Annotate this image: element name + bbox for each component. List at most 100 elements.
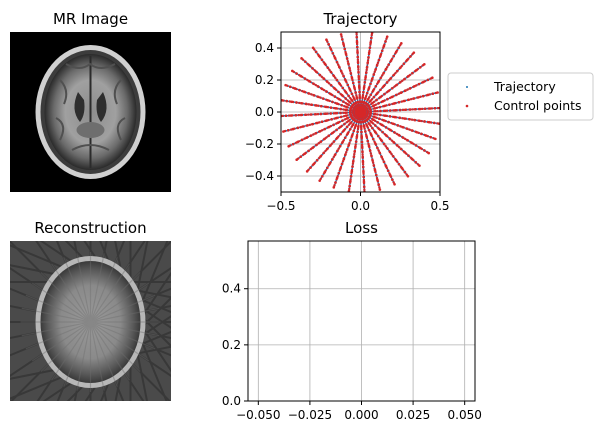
control-point: [387, 120, 390, 124]
control-point: [348, 184, 351, 188]
control-point: [350, 76, 354, 80]
control-point: [436, 91, 439, 94]
control-point: [360, 145, 364, 149]
control-point: [352, 155, 356, 158]
control-point: [373, 115, 376, 119]
control-point: [304, 113, 308, 117]
control-point: [332, 186, 336, 189]
control-point: [345, 148, 349, 151]
control-point: [372, 73, 376, 76]
control-point: [413, 107, 417, 111]
control-point: [299, 74, 303, 78]
control-point: [329, 70, 333, 74]
control-point: [361, 155, 365, 159]
control-point: [325, 90, 328, 93]
control-point: [368, 46, 372, 49]
control-point: [357, 75, 361, 79]
control-point: [382, 142, 386, 146]
control-point: [359, 125, 363, 129]
control-point: [405, 127, 409, 131]
control-point: [335, 78, 339, 82]
control-point: [309, 134, 313, 137]
control-point: [411, 71, 414, 75]
control-point: [343, 136, 347, 140]
control-point: [340, 70, 343, 73]
control-point: [348, 127, 352, 131]
control-point: [408, 117, 411, 121]
control-point: [408, 108, 412, 111]
control-point: [378, 105, 382, 109]
control-point: [291, 127, 295, 131]
control-point: [369, 133, 373, 136]
legend-marker-control-points: [465, 104, 469, 108]
control-point: [429, 135, 432, 139]
control-point: [354, 124, 357, 128]
control-point: [340, 162, 344, 166]
control-point: [312, 93, 316, 97]
control-point: [318, 129, 322, 133]
legend-label-trajectory: Trajectory: [493, 79, 556, 94]
control-point: [326, 80, 329, 84]
control-point: [329, 112, 333, 115]
control-point: [399, 91, 403, 95]
control-point: [407, 98, 410, 102]
control-point: [327, 134, 330, 138]
loss-xtick-label: −0.050: [236, 408, 280, 422]
control-point: [360, 100, 364, 104]
control-point: [354, 145, 357, 148]
control-point: [382, 72, 385, 75]
control-point: [375, 98, 378, 102]
control-point: [347, 119, 350, 123]
control-point: [368, 122, 371, 126]
control-point: [402, 62, 406, 66]
loss-xtick-label: 0.025: [396, 408, 430, 422]
control-point: [314, 50, 318, 54]
mr-image-title: MR Image: [53, 10, 128, 28]
control-point: [367, 51, 371, 54]
control-point: [300, 57, 303, 60]
control-point: [394, 50, 398, 54]
control-point: [431, 92, 435, 96]
control-point: [401, 136, 405, 139]
control-point: [336, 121, 340, 125]
control-point: [373, 112, 377, 116]
control-point: [318, 73, 322, 77]
control-point: [437, 122, 440, 125]
control-point: [348, 100, 351, 104]
control-point: [335, 102, 339, 105]
control-point: [410, 141, 413, 145]
trajectory-ytick-label: 0.4: [255, 41, 274, 55]
control-point: [428, 120, 431, 124]
control-point: [362, 185, 366, 189]
control-point: [299, 113, 303, 117]
control-point: [374, 84, 378, 88]
control-point: [402, 99, 406, 103]
control-point: [326, 98, 330, 102]
control-point: [382, 44, 386, 48]
control-point: [375, 92, 379, 95]
control-point: [315, 121, 319, 125]
control-point: [362, 125, 366, 128]
control-point: [349, 109, 352, 112]
loss-ticks: −0.050 −0.025 0.000 0.025 0.050 0.0 0.2 0.4: [222, 282, 482, 422]
control-point: [376, 120, 379, 124]
control-point: [367, 144, 371, 148]
trajectory-ytick-label: −0.2: [245, 137, 274, 151]
control-point: [400, 166, 404, 170]
control-point: [423, 62, 426, 66]
control-point: [397, 100, 401, 104]
control-point: [338, 82, 342, 86]
control-point: [364, 130, 367, 133]
control-point: [344, 108, 348, 112]
control-point: [359, 120, 363, 124]
control-point: [355, 45, 359, 49]
control-point: [301, 125, 304, 128]
control-point: [300, 101, 303, 105]
control-point: [311, 46, 315, 50]
control-point: [339, 115, 343, 119]
control-point: [374, 173, 378, 177]
control-point: [289, 114, 293, 117]
control-point: [388, 137, 392, 141]
control-point: [382, 119, 386, 122]
